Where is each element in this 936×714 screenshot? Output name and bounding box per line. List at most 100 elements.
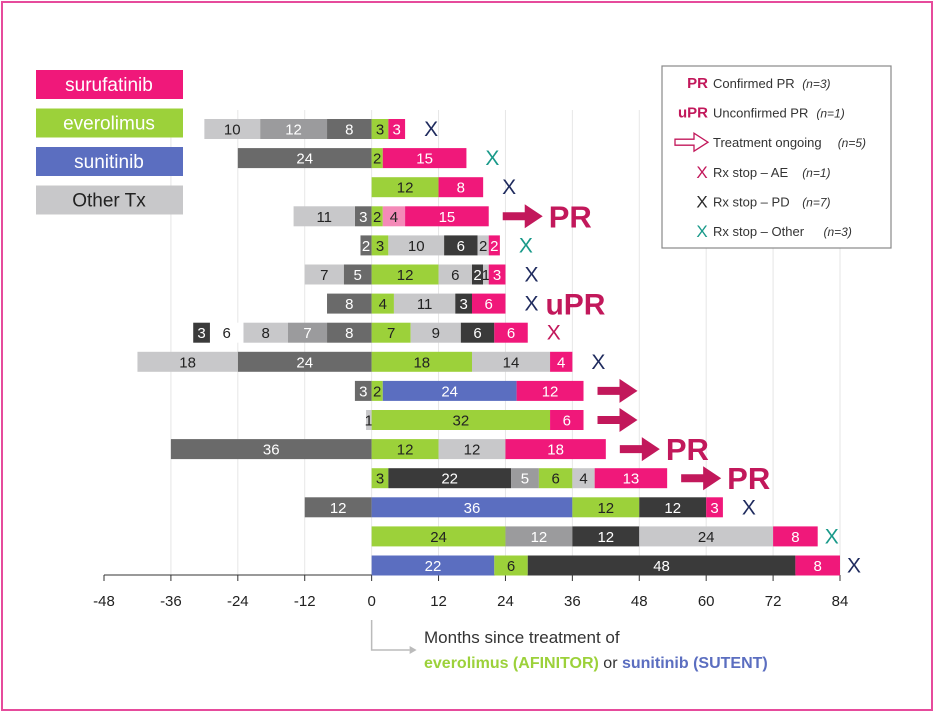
- end-x-marker: X: [591, 351, 605, 374]
- segment-label: 6: [551, 471, 559, 488]
- upr-label: uPR: [545, 289, 605, 322]
- legend-outcome-n: (n=3): [802, 77, 830, 91]
- bar-segment: [550, 351, 573, 372]
- bar-segment: [472, 264, 484, 285]
- bar-segment: [354, 380, 372, 401]
- segment-label: 18: [547, 442, 564, 459]
- bar-segment: [343, 264, 372, 285]
- bar-segment: [371, 293, 394, 314]
- legend-outcome-label: Rx stop – AE: [713, 165, 788, 180]
- segment-label: 8: [791, 529, 799, 546]
- legend-outcome-label: Treatment ongoing: [713, 135, 822, 150]
- segment-label: 5: [521, 471, 529, 488]
- x-tick-label: -24: [227, 593, 249, 610]
- bar-segment: [795, 555, 840, 576]
- segment-label: 2: [490, 238, 498, 255]
- bar-segment: [516, 380, 584, 401]
- legend-x-symbol: X: [696, 163, 707, 182]
- bar-segment: [438, 264, 472, 285]
- legend-label: surufatinib: [65, 75, 153, 96]
- bar-segment: [382, 380, 517, 401]
- x-tick-label: 24: [497, 593, 514, 610]
- bar-segment: [511, 468, 539, 489]
- segment-label: 12: [330, 500, 347, 517]
- treatment-legend: surufatinib everolimus sunitinib Other Tx: [36, 70, 183, 215]
- bar-segment: [773, 526, 818, 547]
- bar-segment: [438, 439, 506, 460]
- bar-segment: [371, 206, 383, 227]
- legend-outcome-label: Rx stop – PD: [713, 194, 790, 209]
- x-tick-label: -12: [294, 593, 316, 610]
- segment-label: 3: [359, 383, 367, 400]
- segment-label: 8: [457, 180, 465, 197]
- bar-segment: [388, 235, 445, 256]
- legend-box: [661, 65, 892, 249]
- xlabel-or: or: [599, 655, 622, 672]
- segment-label: 18: [179, 354, 196, 371]
- bar-segment: [237, 351, 372, 372]
- bar-segment: [354, 206, 372, 227]
- end-x-marker: X: [547, 322, 561, 345]
- bar-segment: [371, 177, 439, 198]
- x-tick-label: -36: [160, 593, 182, 610]
- segment-label: 8: [262, 325, 270, 342]
- pr-label: PR: [549, 199, 592, 234]
- segment-label: 24: [296, 354, 313, 371]
- bar-segment: [444, 235, 478, 256]
- xlabel-sunitinib: sunitinib (SUTENT): [622, 655, 768, 672]
- end-x-marker: X: [847, 555, 861, 578]
- segment-label: 7: [303, 325, 311, 342]
- segment-label: 6: [451, 267, 459, 284]
- bar-segment: [327, 293, 372, 314]
- bar-segment: [550, 410, 584, 430]
- bar-segment: [455, 293, 472, 314]
- xlabel-everolimus: everolimus (AFINITOR): [424, 655, 599, 672]
- bar-segment: [382, 206, 406, 227]
- segment-label: 24: [441, 383, 458, 400]
- legend-swatch: [36, 185, 183, 215]
- segment-label: 2: [373, 151, 381, 168]
- bar-segment: [382, 148, 467, 169]
- segment-label: 9: [432, 325, 440, 342]
- segment-label: 4: [579, 471, 587, 488]
- bar-segment: [137, 351, 238, 372]
- legend-label: sunitinib: [74, 152, 144, 173]
- bar-segment: [204, 119, 261, 139]
- segment-label: 48: [653, 558, 670, 575]
- bar-segment: [393, 293, 456, 314]
- ongoing-arrow: [597, 378, 638, 403]
- segment-label: 2: [373, 209, 381, 226]
- segment-label: 12: [397, 180, 414, 197]
- segment-label: 14: [503, 354, 520, 371]
- bar-segment: [371, 322, 411, 343]
- end-x-marker: X: [424, 118, 438, 141]
- segment-label: 7: [320, 267, 328, 284]
- segment-label: 2: [479, 238, 487, 255]
- legend-pr-symbol: PR: [687, 75, 708, 92]
- legend-outcome-n: (n=1): [802, 166, 830, 180]
- bar-segment: [639, 526, 774, 547]
- x-tick-label: 72: [765, 593, 782, 610]
- x-axis-label: Months since treatment of everolimus (AFI…: [370, 620, 768, 672]
- segment-label: 6: [457, 238, 465, 255]
- legend-outcome-n: (n=3): [824, 225, 852, 239]
- bar-segment: [304, 264, 344, 285]
- legend-label: Other Tx: [72, 191, 146, 212]
- bar-segment: [371, 380, 383, 401]
- segment-label: 3: [459, 296, 467, 313]
- segment-label: 4: [557, 354, 565, 371]
- bar-segment: [371, 235, 389, 256]
- segment-label: 12: [397, 442, 414, 459]
- segment-label: 11: [417, 296, 433, 313]
- bar-segment: [293, 206, 355, 227]
- bar-segment: [304, 497, 372, 518]
- segment-label: 36: [263, 442, 280, 459]
- end-x-marker: X: [742, 496, 756, 519]
- segment-label: 3: [197, 325, 205, 342]
- segment-label: 3: [376, 238, 384, 255]
- bar-segment: [594, 468, 668, 489]
- outcome-legend: PR Confirmed PR (n=3) uPR Unconfirmed PR (n=1…: [661, 65, 892, 249]
- legend-label: everolimus: [63, 114, 155, 135]
